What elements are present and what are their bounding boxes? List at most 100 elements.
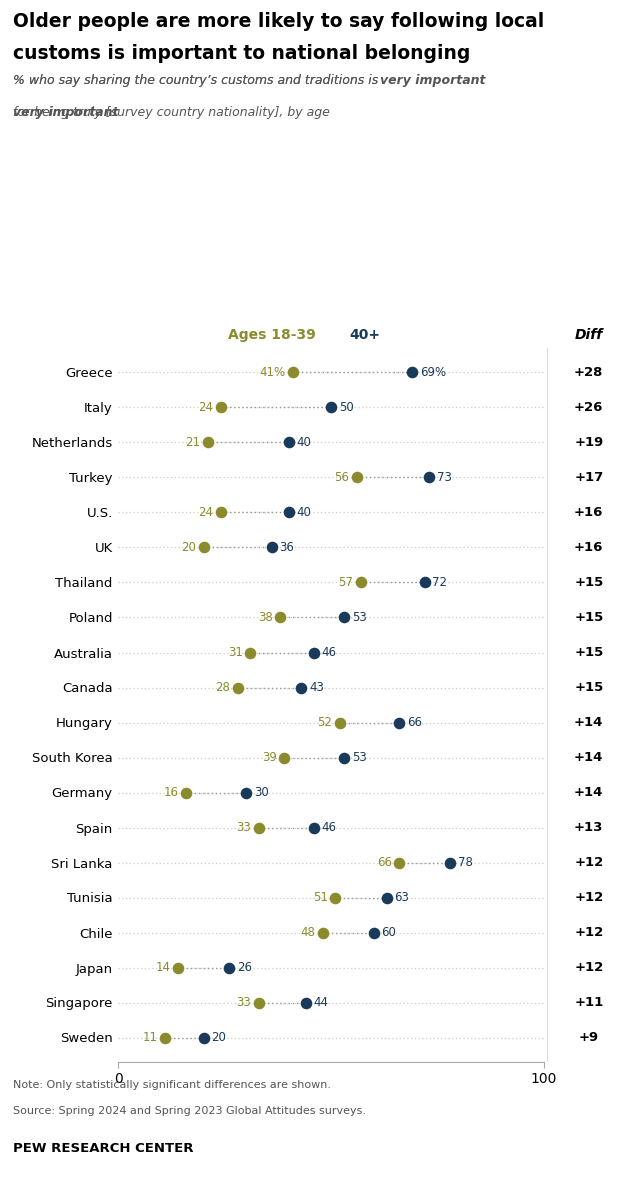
Text: +12: +12 (574, 890, 604, 904)
Point (369, 923, 379, 942)
Point (216, 503, 226, 522)
Text: 28: 28 (215, 680, 230, 694)
Text: 44: 44 (314, 996, 328, 1009)
Point (266, 538, 276, 557)
Point (224, 958, 234, 977)
Point (279, 748, 289, 767)
Text: +14: +14 (574, 716, 604, 728)
Point (181, 782, 191, 802)
Point (203, 433, 213, 452)
Point (253, 818, 264, 838)
Text: 52: 52 (317, 716, 332, 728)
Point (275, 608, 285, 628)
Point (335, 713, 345, 732)
Point (445, 853, 456, 872)
Point (309, 818, 319, 838)
Text: very important: very important (13, 106, 118, 119)
Text: +14: +14 (574, 751, 604, 764)
Text: 20: 20 (181, 541, 196, 554)
Text: 40+: 40+ (349, 328, 381, 342)
Text: +14: +14 (574, 786, 604, 799)
Text: 14: 14 (156, 961, 170, 974)
Point (356, 572, 366, 592)
Text: 30: 30 (253, 786, 269, 799)
Text: Ages 18-39: Ages 18-39 (228, 328, 316, 342)
Text: 63: 63 (394, 890, 409, 904)
Text: 24: 24 (198, 401, 213, 414)
Text: customs is important to national belonging: customs is important to national belongi… (13, 44, 470, 64)
Point (284, 433, 294, 452)
Text: +11: +11 (574, 996, 604, 1009)
Text: 50: 50 (339, 401, 354, 414)
Point (284, 503, 294, 522)
Text: +15: +15 (574, 611, 604, 624)
Text: 40: 40 (296, 506, 311, 518)
Text: 78: 78 (458, 856, 473, 869)
Text: 40: 40 (296, 436, 311, 449)
Point (407, 362, 417, 382)
Text: 56: 56 (334, 470, 349, 484)
Text: % who say sharing the country’s customs and traditions is: % who say sharing the country’s customs … (13, 74, 382, 88)
Text: 21: 21 (185, 436, 200, 449)
Text: +12: +12 (574, 856, 604, 869)
Text: 69%: 69% (420, 366, 446, 379)
Text: +26: +26 (574, 401, 604, 414)
Point (309, 643, 319, 662)
Text: +9: +9 (579, 1031, 599, 1044)
Point (420, 572, 430, 592)
Text: 41%: 41% (259, 366, 285, 379)
Text: Source: Spring 2024 and Spring 2023 Global Attitudes surveys.: Source: Spring 2024 and Spring 2023 Glob… (13, 1106, 366, 1116)
Point (160, 1028, 170, 1048)
Text: +19: +19 (574, 436, 604, 449)
Point (394, 853, 404, 872)
Text: +15: +15 (574, 680, 604, 694)
Text: 46: 46 (322, 646, 337, 659)
Text: +17: +17 (574, 470, 604, 484)
Text: 51: 51 (313, 890, 328, 904)
Point (381, 888, 392, 907)
Point (198, 1028, 209, 1048)
Point (394, 713, 404, 732)
Text: % who say sharing the country’s customs and traditions is: % who say sharing the country’s customs … (13, 74, 382, 88)
Point (253, 992, 264, 1012)
Text: 60: 60 (381, 926, 396, 938)
Text: 57: 57 (339, 576, 353, 589)
Text: 33: 33 (236, 821, 251, 834)
Text: +15: +15 (574, 576, 604, 589)
Text: +28: +28 (574, 366, 604, 379)
Point (339, 748, 349, 767)
Text: Note: Only statistically significant differences are shown.: Note: Only statistically significant dif… (13, 1080, 331, 1090)
Text: for being truly [survey country nationality], by age: for being truly [survey country national… (13, 106, 330, 119)
Text: 16: 16 (164, 786, 179, 799)
Text: 26: 26 (237, 961, 252, 974)
Point (330, 888, 340, 907)
Text: +12: +12 (574, 961, 604, 974)
Point (216, 398, 226, 418)
Text: 73: 73 (436, 470, 452, 484)
Text: +15: +15 (574, 646, 604, 659)
Text: 66: 66 (376, 856, 392, 869)
Text: 48: 48 (300, 926, 315, 938)
Text: 46: 46 (322, 821, 337, 834)
Text: 72: 72 (433, 576, 447, 589)
Point (232, 678, 243, 697)
Text: very important: very important (380, 74, 485, 88)
Point (296, 678, 307, 697)
Text: 53: 53 (351, 751, 366, 764)
Text: +16: +16 (574, 506, 604, 518)
Point (301, 992, 311, 1012)
Text: 33: 33 (236, 996, 251, 1009)
Point (317, 923, 328, 942)
Point (198, 538, 209, 557)
Point (288, 362, 298, 382)
Point (241, 782, 252, 802)
Text: 39: 39 (262, 751, 276, 764)
Text: +12: +12 (574, 926, 604, 938)
Text: 53: 53 (351, 611, 366, 624)
Text: 38: 38 (258, 611, 273, 624)
Point (339, 608, 349, 628)
Text: 31: 31 (228, 646, 243, 659)
Text: Older people are more likely to say following local: Older people are more likely to say foll… (13, 12, 544, 31)
Text: 43: 43 (309, 680, 324, 694)
Text: +16: +16 (574, 541, 604, 554)
